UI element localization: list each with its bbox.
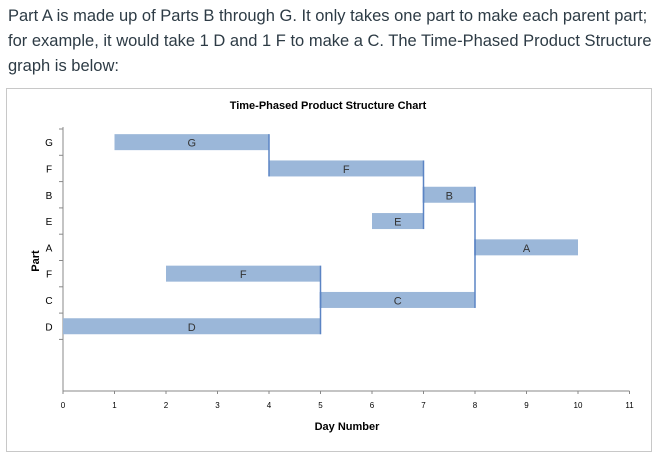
y-tick-label: F: [46, 270, 52, 281]
x-tick-label: 7: [421, 401, 426, 410]
x-axis-title: Day Number: [315, 421, 381, 433]
x-tick-label: 11: [625, 401, 634, 410]
bar-label: D: [188, 322, 196, 334]
gantt-bar: [63, 318, 321, 335]
gantt-bar: [475, 239, 578, 256]
plot-area: G F B E A F C D 0 1 2 3 4 5 6 7 8 9 10 11 G F B E A F C D: [45, 127, 634, 410]
y-tick-label: G: [45, 138, 53, 149]
x-tick-label: 10: [574, 401, 583, 410]
x-tick-label: 3: [215, 401, 220, 410]
y-tick-label: C: [45, 296, 52, 307]
bar-label: C: [394, 295, 402, 307]
question-text: Part A is made up of Parts B through G. …: [8, 7, 652, 75]
chart-title: Time-Phased Product Structure Chart: [230, 100, 427, 112]
x-tick-label: 8: [473, 401, 478, 410]
y-tick-label: A: [46, 243, 53, 254]
bar-label: F: [240, 269, 247, 281]
time-phased-chart: Time-Phased Product Structure Chart G F B E…: [30, 100, 634, 433]
x-tick-label: 9: [524, 401, 529, 410]
bar-label: F: [343, 164, 350, 176]
x-tick-label: 1: [112, 401, 117, 410]
x-tick-label: 0: [61, 401, 66, 410]
y-tick-label: B: [46, 191, 53, 202]
gantt-bar: [269, 160, 424, 177]
bar-label: A: [523, 243, 531, 255]
x-tick-label: 4: [267, 401, 272, 410]
x-tick-label: 5: [318, 401, 323, 410]
y-tick-label: E: [46, 217, 53, 228]
x-tick-label: 6: [370, 401, 375, 410]
y-tick-label: D: [45, 322, 52, 333]
bar-label: G: [187, 138, 196, 150]
gantt-bar: [320, 291, 475, 308]
y-tick-label: F: [46, 164, 52, 175]
chart-frame: Time-Phased Product Structure Chart G F B E…: [6, 88, 652, 452]
gantt-bar: [372, 213, 424, 230]
gantt-bar: [423, 186, 475, 203]
gantt-bar: [166, 265, 321, 282]
y-axis-title: Part: [30, 250, 42, 272]
gantt-bar: [114, 134, 269, 151]
x-tick-label: 2: [164, 401, 169, 410]
bar-label: B: [446, 190, 453, 202]
bar-label: E: [394, 217, 401, 229]
